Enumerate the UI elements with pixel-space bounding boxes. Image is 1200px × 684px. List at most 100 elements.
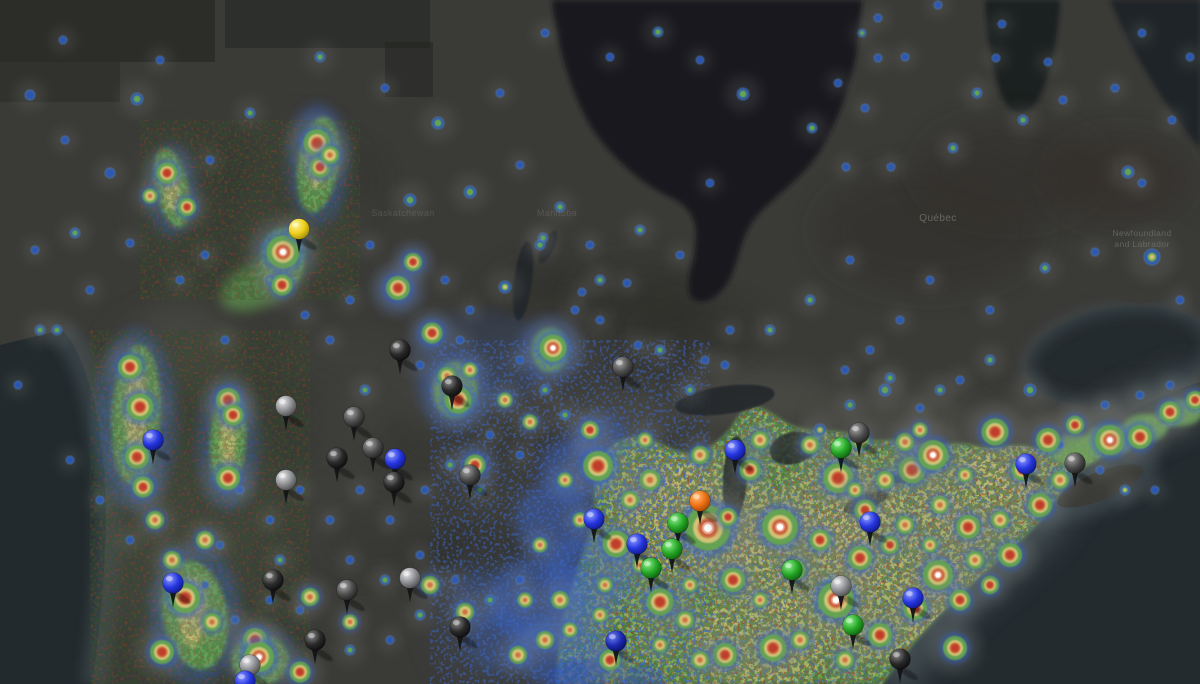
map-pin-darkgray[interactable] bbox=[343, 406, 374, 442]
city-glow bbox=[533, 21, 557, 45]
city-glow bbox=[1110, 475, 1140, 505]
pin-head bbox=[689, 490, 711, 512]
city-glow bbox=[488, 81, 512, 105]
pin-highlight bbox=[852, 426, 859, 432]
map-pin-darkgray[interactable] bbox=[848, 422, 879, 458]
city-glow bbox=[378, 508, 402, 532]
map-pin-blue[interactable] bbox=[142, 429, 173, 465]
pin-highlight bbox=[834, 579, 841, 585]
map-pin-green[interactable] bbox=[830, 437, 861, 473]
light-hotspot bbox=[980, 500, 1020, 540]
pin-shadow bbox=[1075, 471, 1093, 485]
light-hotspot bbox=[566, 434, 630, 498]
city-glow bbox=[118, 231, 142, 255]
map-pin-blue[interactable] bbox=[902, 587, 933, 623]
pin-tail bbox=[854, 438, 864, 458]
pin-head bbox=[336, 579, 358, 601]
city-glow bbox=[1130, 171, 1154, 195]
pin-tail bbox=[611, 646, 621, 666]
map-pin-blue[interactable] bbox=[1015, 453, 1046, 489]
map-pin-darkgray[interactable] bbox=[459, 464, 490, 500]
city-glow bbox=[578, 233, 602, 257]
map-pin-black[interactable] bbox=[326, 447, 357, 483]
map-pin-blue[interactable] bbox=[724, 439, 755, 475]
pin-shadow bbox=[859, 441, 877, 455]
pin-highlight bbox=[330, 451, 337, 457]
map-pin-black[interactable] bbox=[383, 471, 414, 507]
light-hotspot bbox=[409, 310, 455, 356]
map-pin-black[interactable] bbox=[449, 616, 480, 652]
city-glow bbox=[984, 46, 1008, 70]
pin-highlight bbox=[366, 441, 373, 447]
light-hotspot bbox=[514, 406, 546, 438]
city-glow bbox=[168, 268, 192, 292]
light-hotspot bbox=[680, 640, 720, 680]
light-hotspot bbox=[937, 577, 983, 623]
map-pin-blue[interactable] bbox=[859, 511, 890, 547]
pin-tail bbox=[310, 645, 320, 665]
city-glow bbox=[525, 230, 555, 260]
map-pin-gray[interactable] bbox=[399, 567, 430, 603]
pin-head bbox=[362, 437, 384, 459]
map-pin-green[interactable] bbox=[667, 512, 698, 548]
pin-shadow bbox=[452, 394, 470, 408]
pin-highlight bbox=[388, 452, 395, 458]
city-glow bbox=[193, 243, 217, 267]
pin-shadow bbox=[299, 237, 317, 251]
pin-tail bbox=[281, 485, 291, 505]
city-glow bbox=[408, 353, 432, 377]
city-glow bbox=[990, 12, 1014, 36]
pin-shadow bbox=[153, 448, 171, 462]
map-pin-darkgray[interactable] bbox=[336, 579, 367, 615]
pin-head bbox=[384, 448, 406, 470]
pin-head bbox=[830, 437, 852, 459]
pin-tail bbox=[389, 487, 399, 507]
pin-shadow bbox=[700, 509, 718, 523]
map-pin-darkgray[interactable] bbox=[612, 356, 643, 392]
map-pin-blue[interactable] bbox=[162, 572, 193, 608]
map-pin-gray[interactable] bbox=[275, 469, 306, 505]
city-glow bbox=[318, 508, 342, 532]
pin-head bbox=[383, 471, 405, 493]
pin-shadow bbox=[678, 531, 696, 545]
map-pin-darkgray[interactable] bbox=[362, 437, 393, 473]
city-glow bbox=[866, 46, 890, 70]
pin-highlight bbox=[347, 410, 354, 416]
pin-shadow bbox=[735, 458, 753, 472]
map-pin-gray[interactable] bbox=[830, 575, 861, 611]
map-pin-black[interactable] bbox=[389, 339, 420, 375]
map-pin-yellow[interactable] bbox=[288, 218, 319, 254]
map-pin-navy[interactable] bbox=[605, 630, 636, 666]
map-pin-green[interactable] bbox=[842, 614, 873, 650]
map-pin-green[interactable] bbox=[781, 559, 812, 595]
pin-tail bbox=[787, 575, 797, 595]
map-pin-blue[interactable] bbox=[234, 670, 265, 684]
map-pin-blue[interactable] bbox=[583, 508, 614, 544]
light-hotspot bbox=[489, 384, 521, 416]
pin-head bbox=[275, 469, 297, 491]
pin-head bbox=[612, 356, 634, 378]
city-glow bbox=[1178, 45, 1200, 69]
map-pin-orange[interactable] bbox=[689, 490, 720, 526]
pin-highlight bbox=[146, 433, 153, 439]
map-pin-darkgray[interactable] bbox=[1064, 452, 1095, 488]
map-label: and Labrador bbox=[1114, 239, 1169, 249]
light-hotspot bbox=[790, 425, 830, 465]
map-pin-green[interactable] bbox=[661, 538, 692, 574]
light-hotspot bbox=[210, 392, 256, 438]
map-pin-black[interactable] bbox=[889, 648, 920, 684]
light-hotspot bbox=[1175, 380, 1200, 420]
map-pin-black[interactable] bbox=[262, 569, 293, 605]
map-pin-green[interactable] bbox=[640, 557, 671, 593]
pin-highlight bbox=[279, 473, 286, 479]
map-pin-black[interactable] bbox=[304, 629, 335, 665]
light-hotspot bbox=[136, 626, 188, 678]
map-pin-blue[interactable] bbox=[384, 448, 415, 484]
pin-highlight bbox=[609, 634, 616, 640]
pin-highlight bbox=[1068, 456, 1075, 462]
light-hotspot bbox=[780, 620, 820, 660]
map-pin-black[interactable] bbox=[441, 375, 472, 411]
map-pin-gray[interactable] bbox=[275, 395, 306, 431]
